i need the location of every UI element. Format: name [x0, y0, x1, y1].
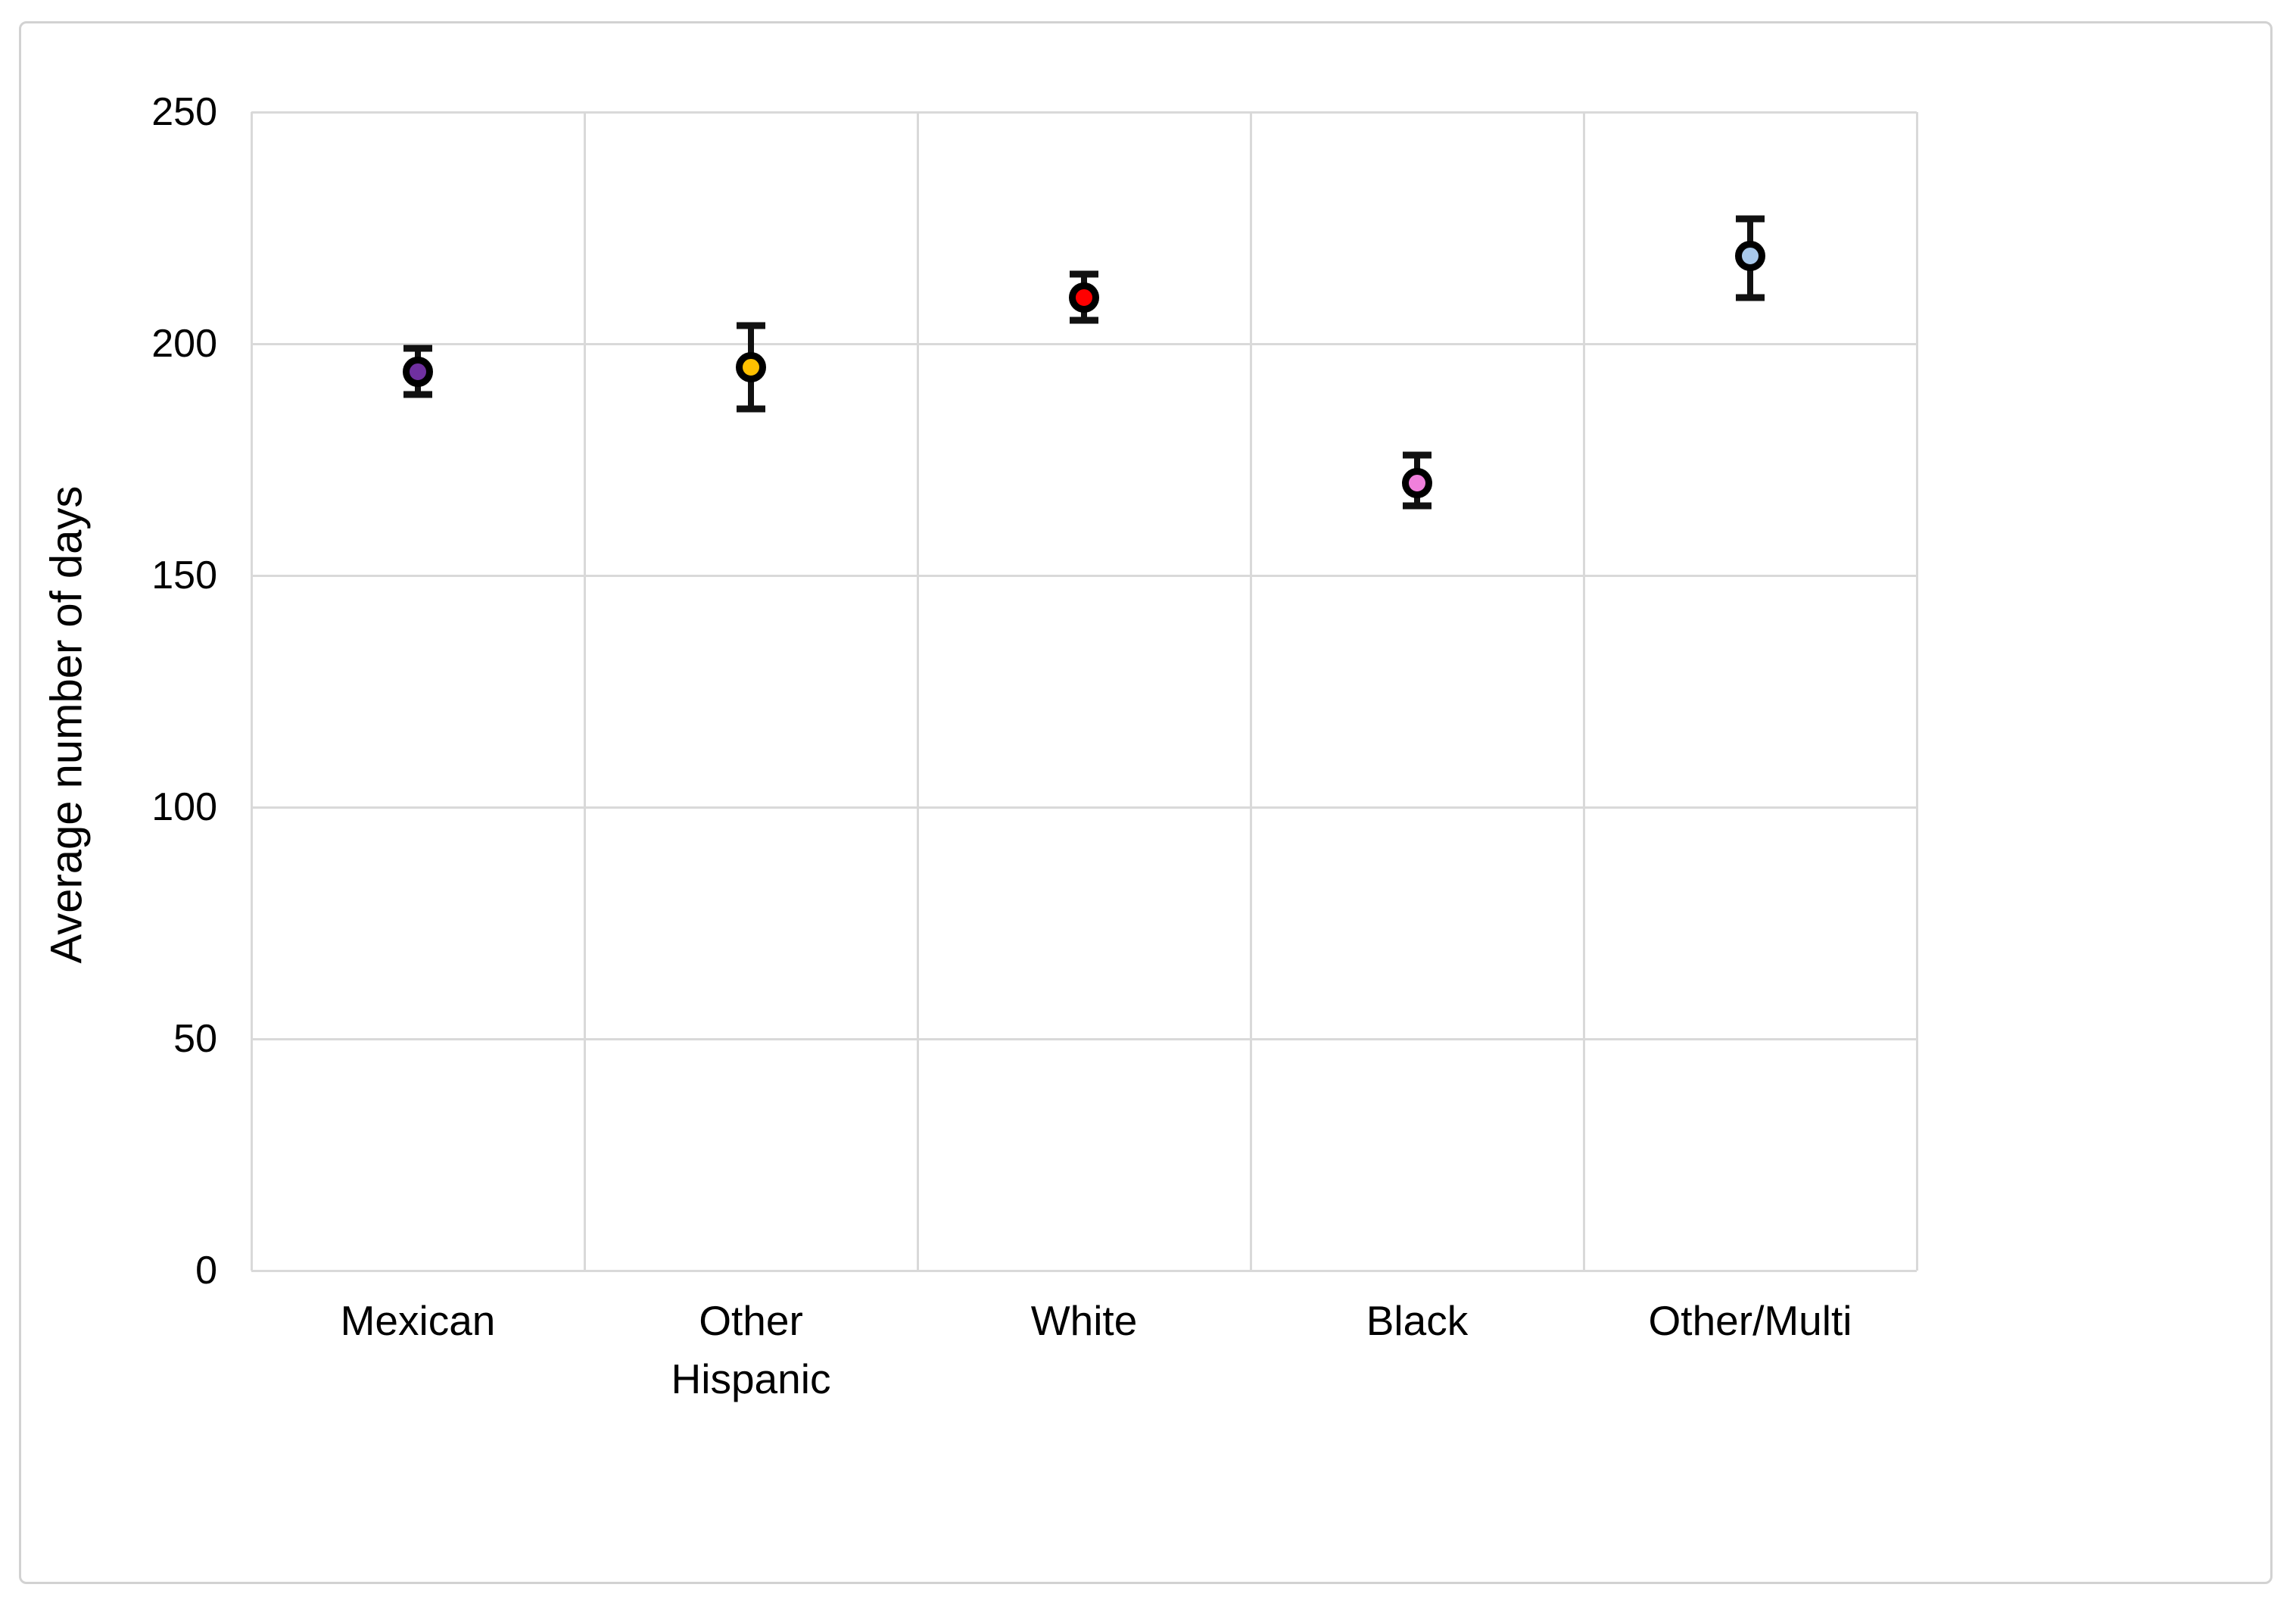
error-bar-cap-bottom-other-hispanic: [737, 405, 765, 413]
error-bar-cap-bottom-black: [1403, 502, 1431, 510]
x-category-label-other-hispanic: Other Hispanic: [671, 1297, 831, 1402]
chart-frame-border: [19, 21, 2273, 1584]
gridline-x-3: [1249, 112, 1252, 1271]
error-bar-cap-bottom-other-multi: [1736, 294, 1765, 301]
data-point-other-hispanic: [736, 351, 766, 382]
data-point-black: [1402, 467, 1432, 498]
gridline-y-200: [251, 342, 1917, 345]
error-bar-cap-bottom-mexican: [403, 391, 432, 398]
x-category-label-other-multi: Other/Multi: [1648, 1297, 1852, 1344]
x-category-label-white: White: [1030, 1297, 1138, 1344]
gridline-y-250: [251, 111, 1917, 114]
data-point-other-multi: [1735, 240, 1765, 271]
gridline-y-150: [251, 574, 1917, 577]
plot-area: [250, 111, 1918, 1272]
error-bar-cap-top-other-multi: [1736, 215, 1765, 223]
data-point-white: [1069, 282, 1099, 313]
y-tick-label-150: 150: [151, 554, 217, 597]
y-tick-label-250: 250: [151, 90, 217, 134]
x-category-label-black: Black: [1366, 1297, 1469, 1344]
y-tick-label-0: 0: [195, 1249, 217, 1293]
error-bar-cap-top-mexican: [403, 345, 432, 352]
gridline-x-5: [1915, 112, 1918, 1271]
data-point-mexican: [403, 356, 433, 387]
gridline-x-2: [916, 112, 919, 1271]
gridline-y-0: [251, 1269, 1917, 1272]
error-bar-cap-top-white: [1070, 270, 1098, 278]
y-tick-label-100: 100: [151, 785, 217, 829]
gridline-x-1: [583, 112, 586, 1271]
gridline-x-4: [1582, 112, 1585, 1271]
error-bar-cap-top-other-hispanic: [737, 322, 765, 329]
y-axis-line: [250, 112, 253, 1271]
gridline-y-50: [251, 1037, 1917, 1040]
x-category-label-mexican: Mexican: [340, 1297, 496, 1344]
error-bar-cap-bottom-white: [1070, 317, 1098, 324]
gridline-y-100: [251, 806, 1917, 809]
y-tick-label-200: 200: [151, 322, 217, 366]
error-bar-cap-top-black: [1403, 451, 1431, 459]
y-tick-label-50: 50: [173, 1017, 217, 1061]
